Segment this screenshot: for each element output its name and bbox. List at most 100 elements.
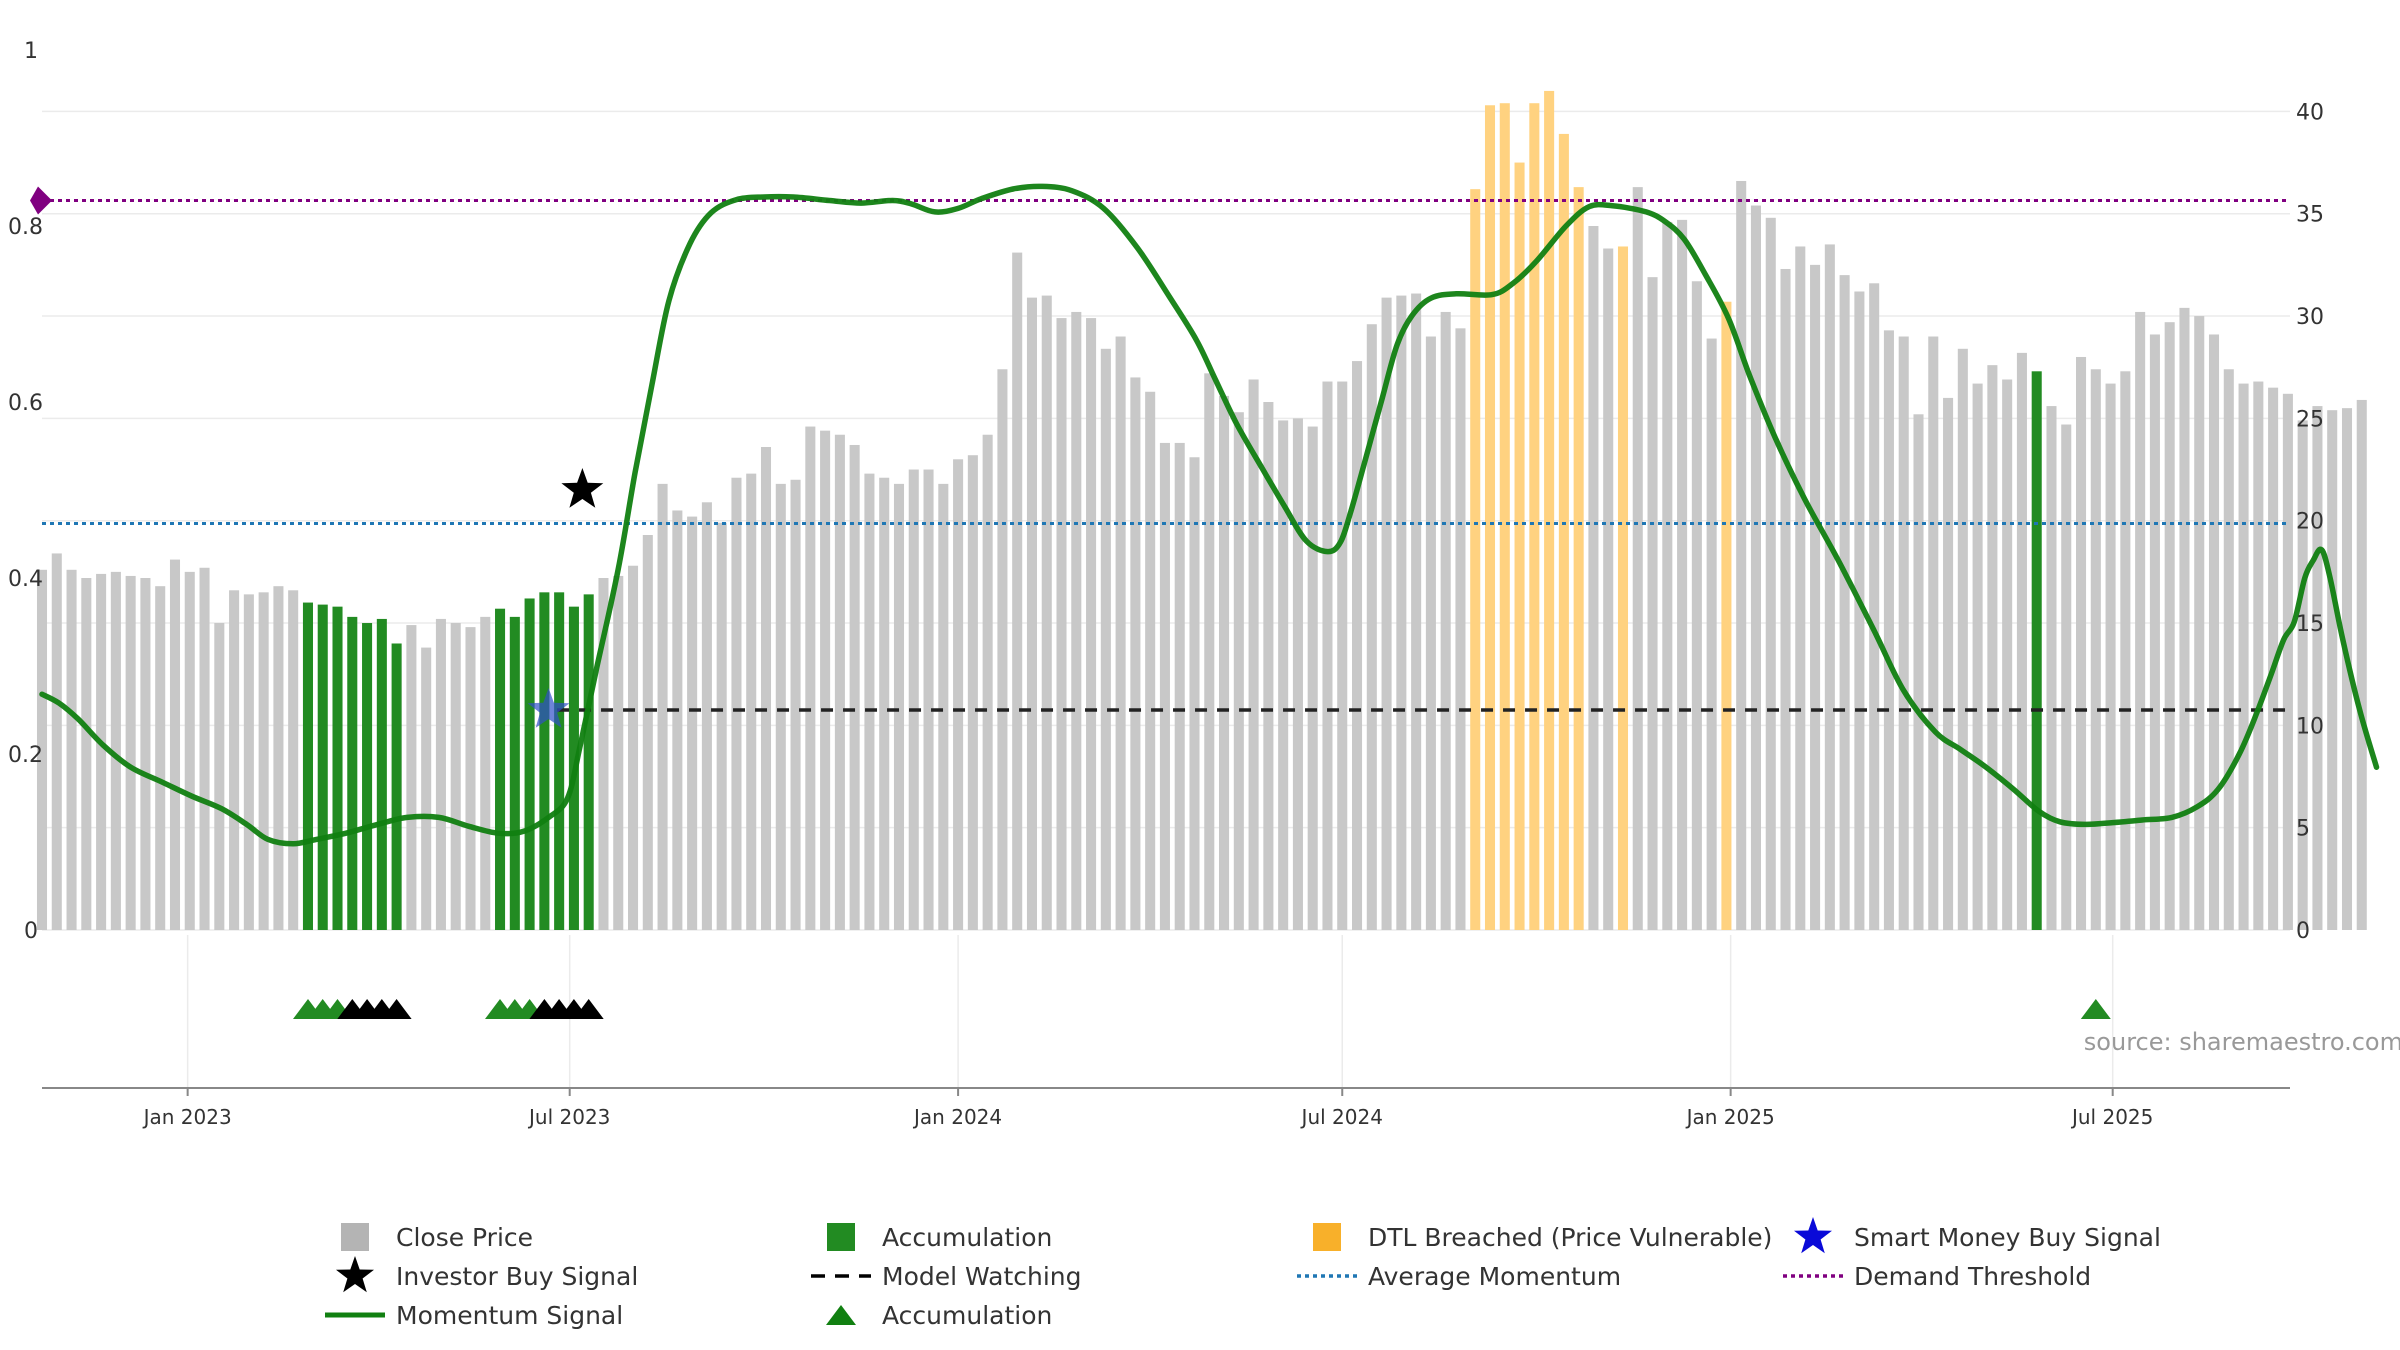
- legend-label-5: Model Watching: [882, 1262, 1082, 1291]
- price-bar-129: [1943, 397, 1954, 930]
- price-bar-67: [1026, 297, 1037, 930]
- price-bar-135: [2031, 371, 2042, 930]
- price-bar-35: [554, 592, 565, 930]
- right-tick-2: 10: [2296, 714, 2324, 739]
- price-bar-74: [1130, 377, 1141, 930]
- legend-swatch-2: [1313, 1223, 1341, 1251]
- accumulation-triangle-14: [2080, 999, 2111, 1019]
- price-bar-30: [480, 616, 491, 930]
- price-bar-27: [435, 618, 446, 930]
- price-bar-68: [1041, 295, 1052, 931]
- price-bar-120: [1810, 264, 1821, 930]
- price-bar-142: [2135, 311, 2146, 930]
- price-bar-32: [509, 616, 520, 930]
- legend-item-2: DTL Breached (Price Vulnerable): [1313, 1223, 1772, 1252]
- price-bar-123: [1854, 291, 1865, 930]
- price-bar-45: [701, 502, 712, 930]
- price-bar-121: [1824, 244, 1835, 931]
- price-bar-124: [1869, 283, 1880, 930]
- price-bar-132: [1987, 365, 1998, 930]
- price-bar-84: [1278, 420, 1289, 930]
- price-bar-134: [2016, 352, 2027, 930]
- price-bar-59: [908, 469, 919, 930]
- price-bar-153: [2297, 420, 2308, 930]
- legend-label-6: Average Momentum: [1368, 1262, 1621, 1291]
- price-bar-12: [214, 623, 225, 930]
- price-bar-139: [2090, 369, 2101, 930]
- accumulation-triangle-6: [381, 999, 412, 1019]
- legend-item-8: Momentum Signal: [325, 1301, 623, 1330]
- price-bar-6: [125, 575, 136, 930]
- price-bar-31: [495, 608, 506, 930]
- right-tick-0: 0: [2296, 919, 2310, 944]
- price-bar-98: [1484, 105, 1496, 930]
- left-tick-1: 0.2: [8, 743, 43, 768]
- price-bar-106: [1603, 248, 1614, 930]
- price-bar-86: [1307, 426, 1318, 930]
- price-bar-150: [2253, 381, 2264, 930]
- price-bar-20: [332, 606, 343, 930]
- price-bar-149: [2238, 383, 2249, 931]
- legend-swatch-3: [1794, 1217, 1832, 1254]
- price-bar-29: [465, 627, 476, 930]
- legend-label-8: Momentum Signal: [396, 1301, 623, 1330]
- price-bar-88: [1337, 381, 1348, 930]
- legend-item-5: Model Watching: [811, 1262, 1082, 1291]
- price-bar-111: [1677, 219, 1688, 931]
- price-bar-49: [760, 447, 772, 930]
- price-bar-7: [140, 578, 151, 930]
- price-bar-154: [2312, 406, 2323, 931]
- price-bar-28: [450, 623, 461, 930]
- price-bar-79: [1204, 373, 1215, 931]
- price-bar-64: [982, 434, 993, 930]
- price-bar-71: [1086, 318, 1097, 931]
- price-bar-62: [953, 459, 964, 930]
- price-bar-41: [642, 535, 653, 930]
- left-tick-0: 0: [24, 919, 38, 944]
- price-bar-9: [169, 559, 181, 930]
- price-bar-58: [893, 483, 905, 930]
- price-bar-24: [391, 643, 402, 930]
- price-bar-37: [583, 594, 594, 930]
- price-bar-21: [347, 616, 358, 930]
- price-bar-113: [1706, 338, 1717, 930]
- price-bar-4: [96, 573, 107, 930]
- price-bar-61: [938, 483, 949, 930]
- price-bar-16: [273, 586, 284, 930]
- price-bar-94: [1425, 336, 1436, 930]
- price-bar-140: [2105, 383, 2116, 931]
- price-bar-117: [1765, 217, 1776, 930]
- price-bar-50: [775, 483, 786, 930]
- price-bar-125: [1883, 330, 1894, 930]
- price-bar-85: [1292, 418, 1303, 930]
- price-bar-108: [1632, 187, 1643, 930]
- price-bar-76: [1159, 442, 1170, 930]
- x-tick-label-0: Jan 2023: [142, 1105, 232, 1129]
- price-bar-101: [1529, 103, 1540, 930]
- price-bar-118: [1780, 268, 1791, 931]
- price-bar-65: [997, 369, 1008, 930]
- price-bar-19: [317, 604, 328, 930]
- legend-item-9: Accumulation: [826, 1301, 1052, 1330]
- investor-buy-signal-marker: [561, 468, 604, 508]
- price-bar-144: [2164, 322, 2175, 930]
- price-bar-141: [2120, 371, 2131, 930]
- price-bar-122: [1839, 275, 1850, 930]
- price-bar-51: [790, 479, 801, 930]
- x-tick-label-4: Jan 2025: [1685, 1105, 1775, 1129]
- legend-item-1: Accumulation: [827, 1223, 1052, 1252]
- price-bar-145: [2179, 307, 2190, 930]
- left-tick-4: 0.8: [8, 215, 43, 240]
- right-tick-5: 25: [2296, 407, 2324, 432]
- price-bar-73: [1115, 336, 1126, 930]
- right-tick-7: 35: [2296, 203, 2324, 228]
- legend-label-7: Demand Threshold: [1854, 1262, 2091, 1291]
- right-tick-6: 30: [2296, 305, 2324, 330]
- price-bar-23: [376, 618, 387, 930]
- source-label: source: sharemaestro.com: [2084, 1028, 2400, 1056]
- price-bar-97: [1470, 189, 1481, 930]
- demand-threshold-marker: [30, 186, 52, 215]
- price-bar-119: [1795, 246, 1806, 931]
- price-bar-46: [716, 522, 727, 930]
